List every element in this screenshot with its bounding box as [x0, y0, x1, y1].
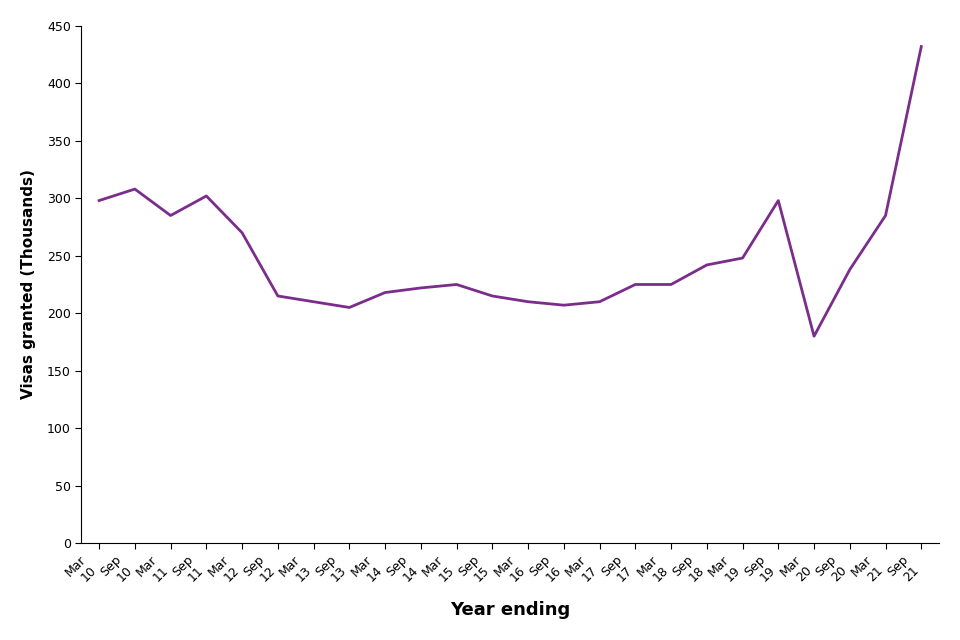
Y-axis label: Visas granted (Thousands): Visas granted (Thousands) — [21, 170, 36, 399]
X-axis label: Year ending: Year ending — [450, 601, 570, 619]
